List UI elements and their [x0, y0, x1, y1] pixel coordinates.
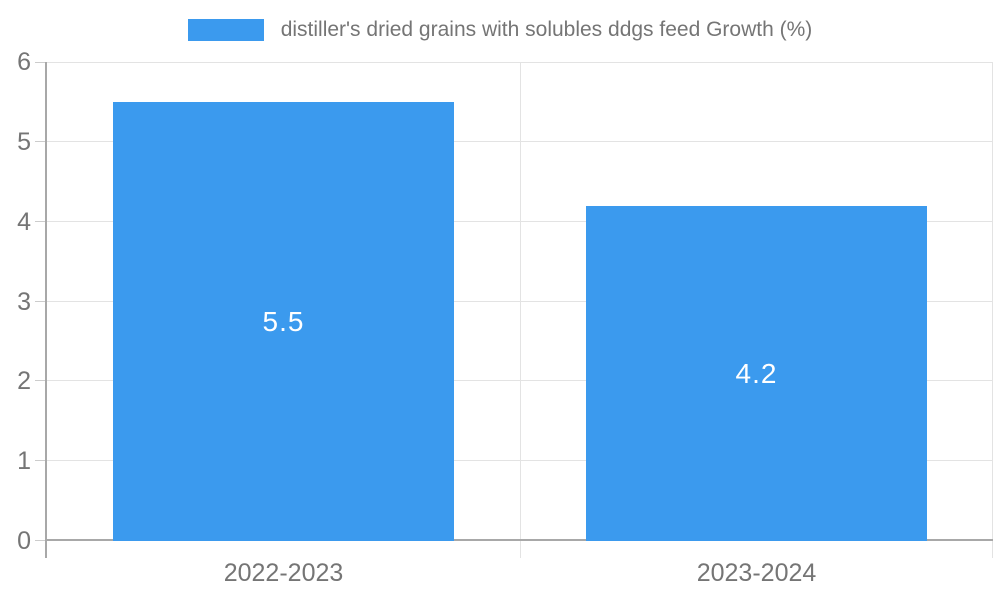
- y-axis-tick: [35, 380, 47, 381]
- y-axis-tick-label: 4: [17, 208, 31, 236]
- y-axis-tick: [35, 540, 47, 541]
- y-axis-tick-label: 3: [17, 288, 31, 316]
- bar-value-label: 5.5: [262, 305, 305, 337]
- y-axis-tick: [35, 141, 47, 142]
- y-axis-tick: [35, 62, 47, 63]
- y-axis-tick-label: 5: [17, 128, 31, 156]
- bar: 4.2: [586, 206, 927, 541]
- bar-value-label: 4.2: [735, 357, 778, 389]
- x-axis-tick-label: 2022-2023: [223, 559, 344, 587]
- y-axis-tick-label: 2: [17, 367, 31, 395]
- x-axis-line: [45, 539, 993, 541]
- y-axis-tick-label: 0: [17, 527, 31, 555]
- y-axis-tick: [35, 301, 47, 302]
- bar: 5.5: [113, 102, 454, 541]
- legend-series-label: distiller's dried grains with solubles d…: [280, 18, 813, 41]
- plot-right-border: [992, 62, 993, 558]
- legend-swatch: [187, 19, 264, 41]
- y-axis-tick-label: 6: [17, 48, 31, 76]
- y-axis-tick: [35, 221, 47, 222]
- plot-area: 0 1 2 3 4 5 6 5.5 4.2 2022-2023 2023-2024: [17, 48, 993, 587]
- category-divider: [520, 62, 521, 558]
- legend: distiller's dried grains with solubles d…: [0, 18, 1000, 42]
- y-axis-line: [45, 62, 47, 558]
- y-axis-tick-label: 1: [17, 447, 31, 475]
- y-axis-tick: [35, 460, 47, 461]
- x-axis-tick-label: 2023-2024: [696, 559, 817, 587]
